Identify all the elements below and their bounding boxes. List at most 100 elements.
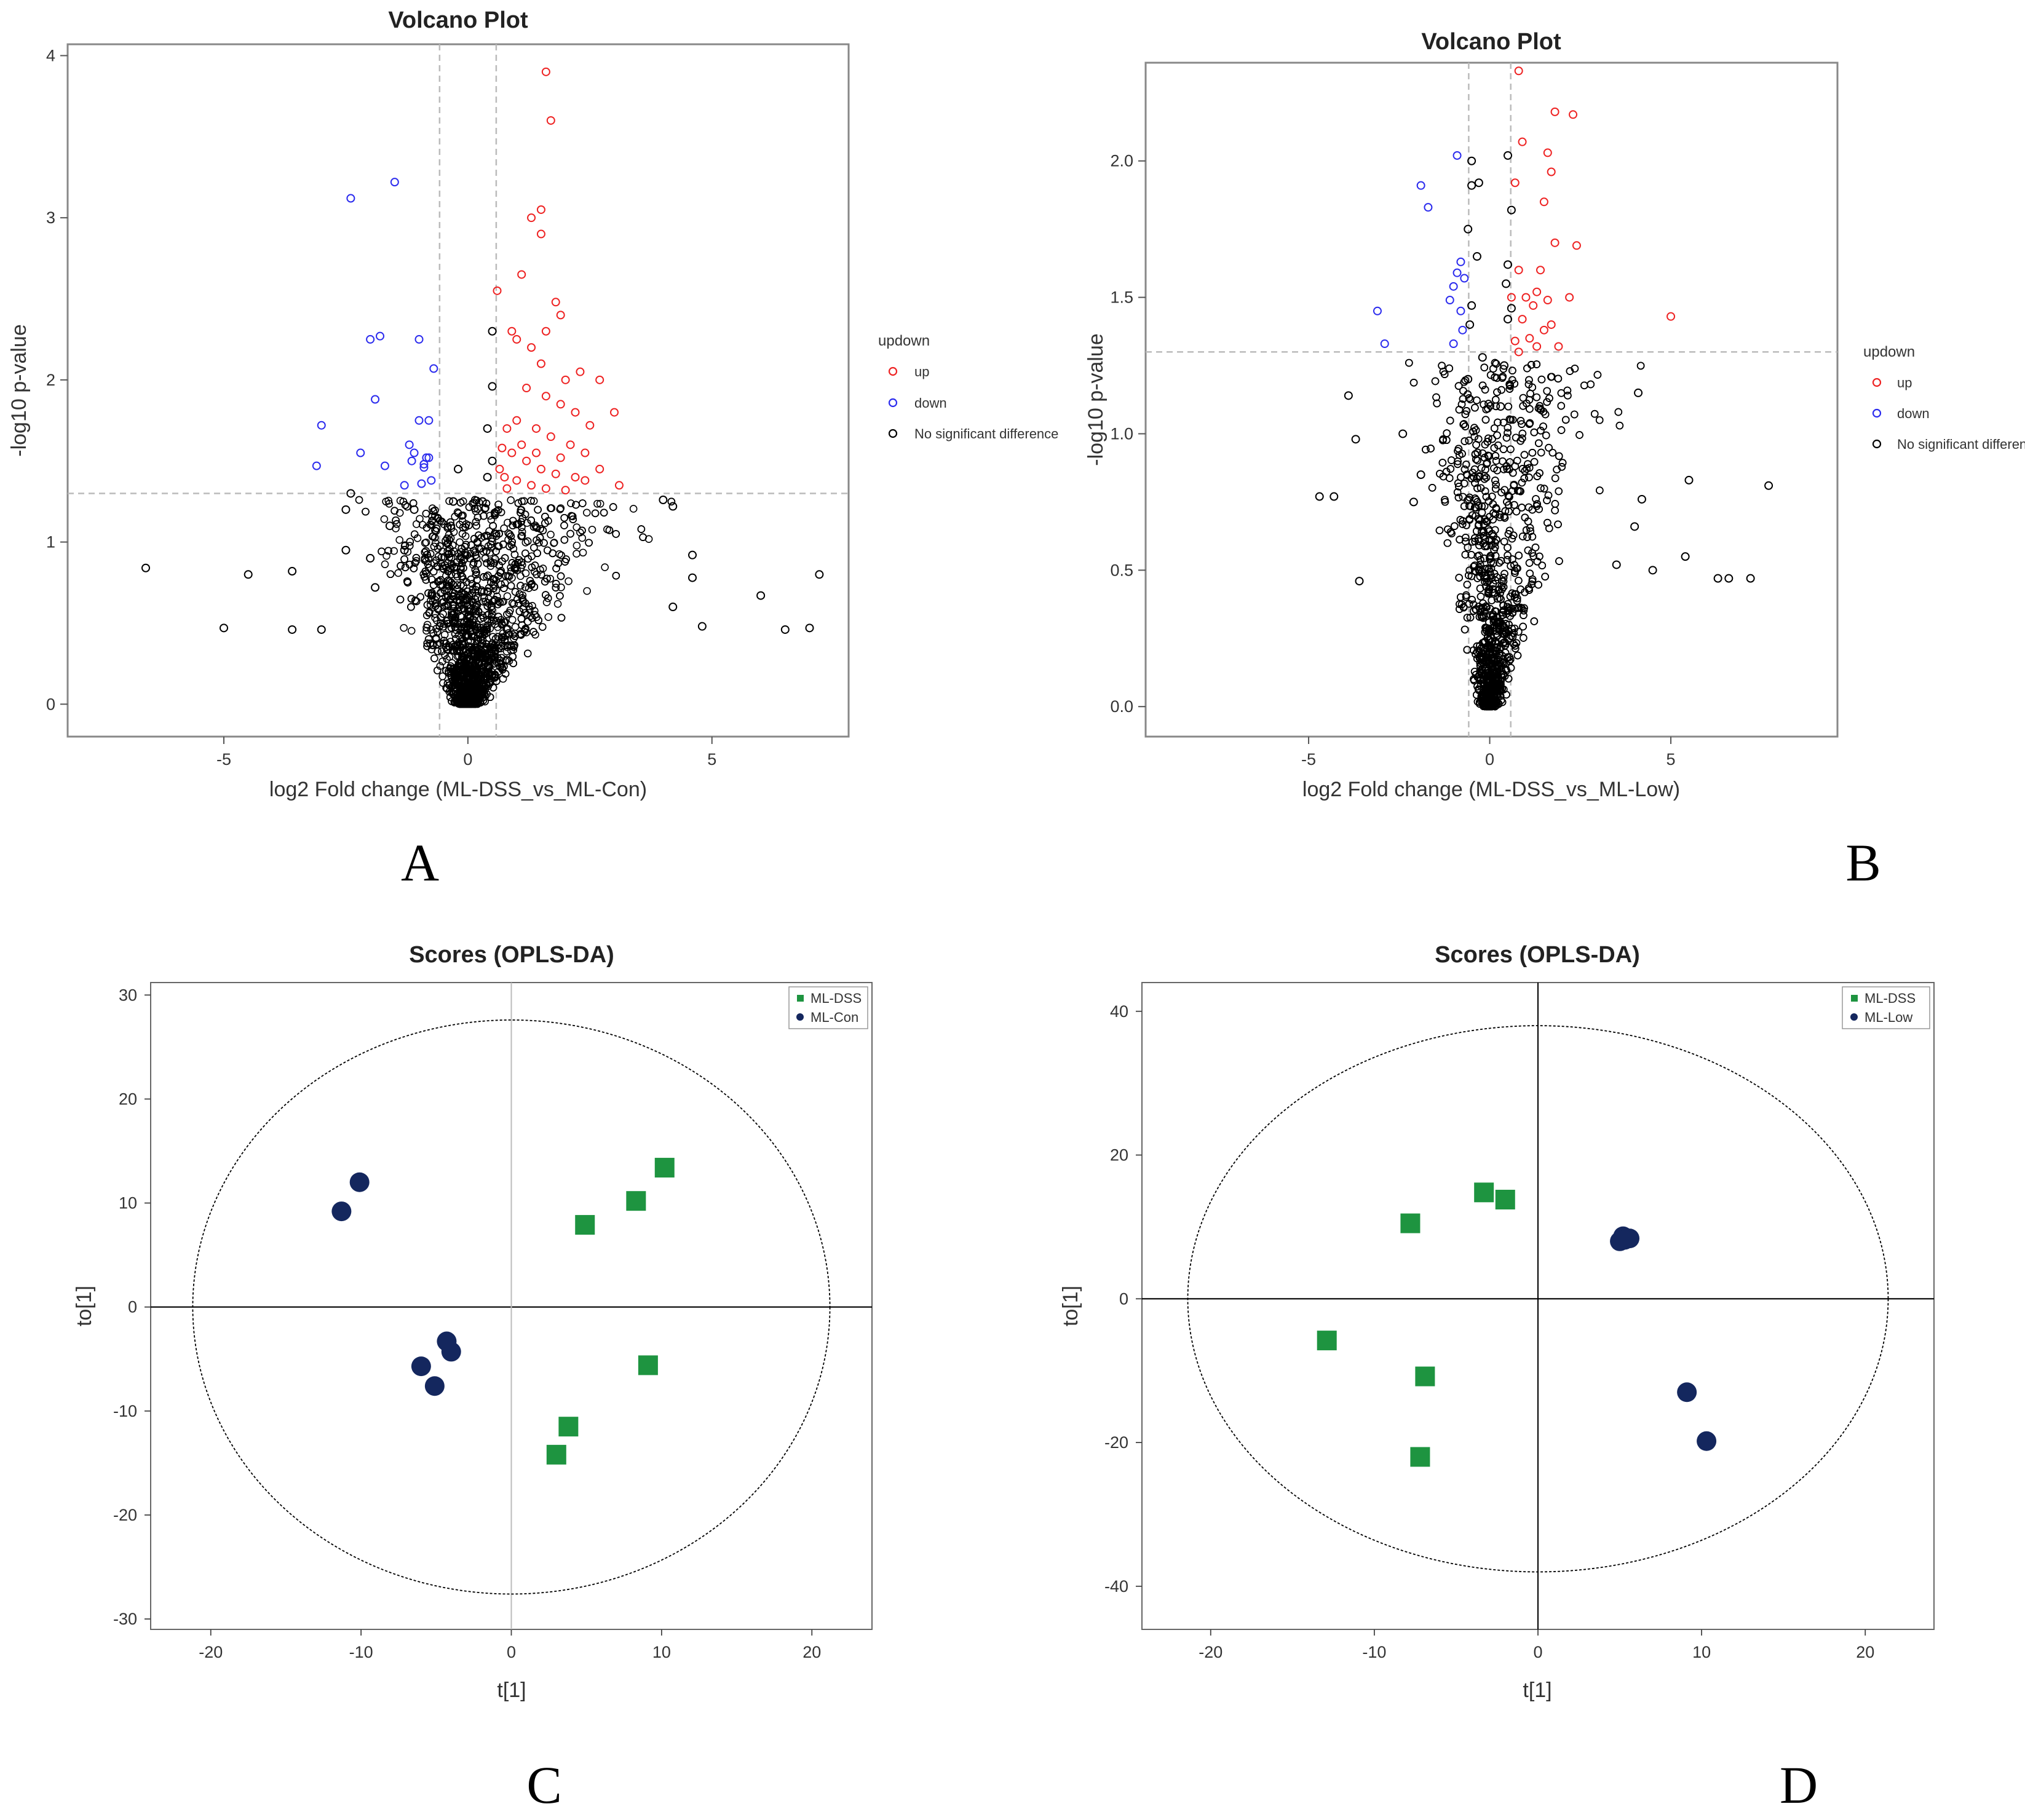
panel-a-ns-point — [392, 516, 400, 524]
panel-a-ns-point — [585, 539, 593, 547]
panel-a-ns-point — [668, 502, 678, 511]
panel-a-ns-point — [434, 667, 442, 675]
panel-a-ns-point — [476, 652, 484, 660]
panel-a-ns-point — [471, 603, 479, 611]
panel-a-ns-point — [511, 588, 520, 596]
panel-a-ns-point — [440, 631, 449, 639]
panel-a-up-point — [546, 116, 555, 125]
panel-a-down-point — [376, 331, 384, 341]
panel-a-ns-point — [487, 613, 496, 621]
panel-a-ns-point — [756, 591, 766, 600]
panel-a-ns-point — [479, 547, 488, 556]
panel-a-ns-point — [491, 555, 499, 563]
panel-a-ns-point — [456, 684, 464, 692]
panel-a-ns-point — [443, 655, 451, 663]
panel-a-up-point — [517, 270, 526, 279]
panel-a-title: Volcano Plot — [388, 7, 528, 33]
panel-a-ns-point — [430, 654, 438, 663]
panel-a-ns-point — [815, 570, 824, 579]
panel-a-ns-point — [480, 512, 488, 520]
panel-a-ns-point — [438, 647, 446, 655]
panel-a-ns-point — [518, 523, 526, 531]
panel-a-ns-point — [579, 548, 587, 557]
panel-a-ns-point — [422, 510, 430, 518]
panel-a-ns-point — [446, 521, 456, 531]
panel-a-ns-point — [543, 574, 551, 583]
panel-a-ns-point — [518, 596, 527, 604]
panel-a-ns-point — [557, 584, 565, 592]
panel-b-x-tick-label: 0 — [1485, 750, 1494, 769]
panel-a-ns-point — [431, 610, 439, 618]
panel-a-ns-point — [529, 523, 538, 531]
panel-a-ns-point — [400, 545, 409, 555]
panel-a-ns-point — [495, 529, 503, 538]
panel-a-up-point — [561, 486, 570, 495]
panel-a-ns-point — [462, 668, 471, 676]
panel-a-ns-point — [527, 581, 536, 589]
panel-a-ns-point — [541, 512, 549, 521]
panel-a-ns-point — [447, 611, 456, 619]
panel-b-y-tick-label: 1.0 — [1110, 424, 1133, 443]
panel-a-ns-point — [422, 623, 430, 631]
panel-a-ns-point — [427, 592, 435, 600]
panel-a-ns-point — [449, 602, 457, 610]
panel-a-ns-point — [440, 602, 449, 611]
panel-a-ns-point — [510, 550, 519, 559]
panel-a-down-point — [419, 459, 429, 469]
panel-a-ns-point — [411, 596, 419, 604]
panel-a-ns-point — [538, 623, 547, 631]
panel-a-up-point — [581, 476, 590, 485]
panel-a-ns-point — [446, 518, 454, 526]
panel-a-ns-point — [515, 556, 523, 564]
panel-a-x-tick-label: 0 — [463, 750, 472, 769]
panel-a-ns-point — [444, 602, 453, 610]
panel-a-ns-point — [382, 552, 390, 560]
panel-a-ns-point — [542, 598, 551, 606]
panel-a-ns-point — [805, 623, 814, 633]
panel-a-ns-point — [423, 642, 431, 651]
panel-a-ns-point — [537, 571, 545, 579]
panel-a-ns-point — [472, 521, 480, 530]
panel-a-ns-point — [489, 575, 497, 583]
panel-a-legend-ns: No significant difference — [914, 426, 1058, 441]
panel-a-ns-point — [468, 645, 477, 654]
panel-a-ns-point — [421, 548, 429, 556]
panel-a-ns-point — [612, 571, 620, 580]
panel-a-ns-point — [440, 553, 448, 561]
panel-a-ns-point — [511, 560, 520, 568]
panel-a-ns-point — [494, 600, 502, 609]
panel-a-ns-point — [494, 597, 502, 605]
panel-a-ns-point — [488, 382, 497, 391]
panel-a-ns-point — [467, 541, 475, 549]
panel-a-ns-point — [557, 572, 565, 580]
panel-a-up-point — [507, 326, 517, 336]
panel-a-ns-point — [394, 569, 402, 577]
panel-a-ns-point — [566, 529, 574, 538]
panel-a-ns-point — [556, 505, 565, 513]
panel-a-ns-point — [531, 561, 539, 569]
panel-a-ns-point — [534, 505, 542, 514]
panel-a-ns-point — [526, 577, 534, 585]
panel-a-ns-point — [480, 594, 488, 602]
panel-a-up-point — [522, 384, 531, 393]
panel-a-ns-point — [401, 501, 410, 509]
panel-a-ns-point — [667, 497, 676, 506]
panel-a-up-point — [536, 229, 545, 239]
panel-a-ns-point — [458, 601, 466, 609]
panel-b-x-tick-label: -5 — [1301, 750, 1316, 769]
panel-a-ns-point — [416, 593, 424, 601]
panel-a-ns-point — [517, 615, 526, 623]
panel-a-ns-point — [517, 506, 525, 514]
panel-a-ns-point — [467, 623, 475, 632]
panel-a-ns-point — [488, 456, 497, 465]
panel-a-ns-point — [517, 582, 525, 590]
panel-a-up-point — [610, 408, 619, 417]
panel-a-ns-point — [508, 615, 517, 624]
panel-a-ns-point — [438, 517, 446, 526]
panel-a-ns-point — [456, 592, 464, 600]
panel-a-up-point — [532, 424, 541, 433]
panel-a-y-tick-label: 2 — [46, 371, 55, 389]
panel-a-up-point — [502, 484, 512, 493]
panel-a-ns-point — [451, 630, 459, 638]
